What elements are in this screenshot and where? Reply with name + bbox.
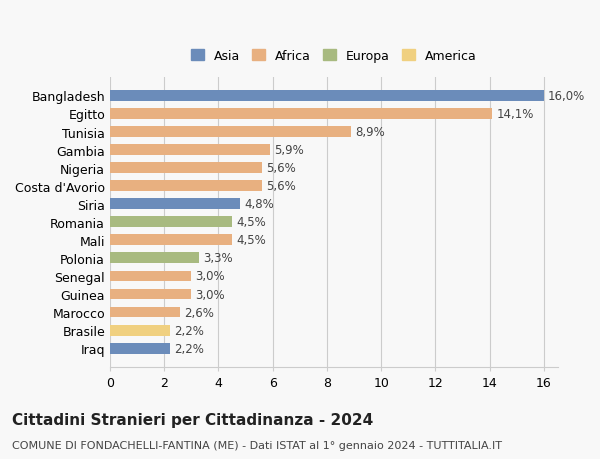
Bar <box>110 145 270 156</box>
Text: 3,0%: 3,0% <box>196 270 225 283</box>
Text: 14,1%: 14,1% <box>497 108 534 121</box>
Text: 5,6%: 5,6% <box>266 180 296 193</box>
Bar <box>110 343 170 354</box>
Bar <box>110 127 352 138</box>
Text: 4,5%: 4,5% <box>236 216 266 229</box>
Text: 16,0%: 16,0% <box>548 90 586 103</box>
Text: 4,8%: 4,8% <box>244 198 274 211</box>
Text: 2,2%: 2,2% <box>173 342 203 355</box>
Bar <box>110 199 240 210</box>
Bar <box>110 307 181 318</box>
Bar <box>110 235 232 246</box>
Bar <box>110 289 191 300</box>
Text: 2,2%: 2,2% <box>173 324 203 337</box>
Text: 3,3%: 3,3% <box>203 252 233 265</box>
Bar <box>110 109 493 120</box>
Bar <box>110 271 191 282</box>
Text: 5,9%: 5,9% <box>274 144 304 157</box>
Text: 8,9%: 8,9% <box>355 126 385 139</box>
Bar <box>110 91 544 101</box>
Bar <box>110 181 262 192</box>
Bar <box>110 217 232 228</box>
Bar <box>110 163 262 174</box>
Bar <box>110 325 170 336</box>
Text: COMUNE DI FONDACHELLI-FANTINA (ME) - Dati ISTAT al 1° gennaio 2024 - TUTTITALIA.: COMUNE DI FONDACHELLI-FANTINA (ME) - Dat… <box>12 440 502 450</box>
Text: 2,6%: 2,6% <box>184 306 214 319</box>
Text: 5,6%: 5,6% <box>266 162 296 175</box>
Legend: Asia, Africa, Europa, America: Asia, Africa, Europa, America <box>187 46 480 67</box>
Bar <box>110 253 199 264</box>
Text: Cittadini Stranieri per Cittadinanza - 2024: Cittadini Stranieri per Cittadinanza - 2… <box>12 412 373 427</box>
Text: 4,5%: 4,5% <box>236 234 266 247</box>
Text: 3,0%: 3,0% <box>196 288 225 301</box>
